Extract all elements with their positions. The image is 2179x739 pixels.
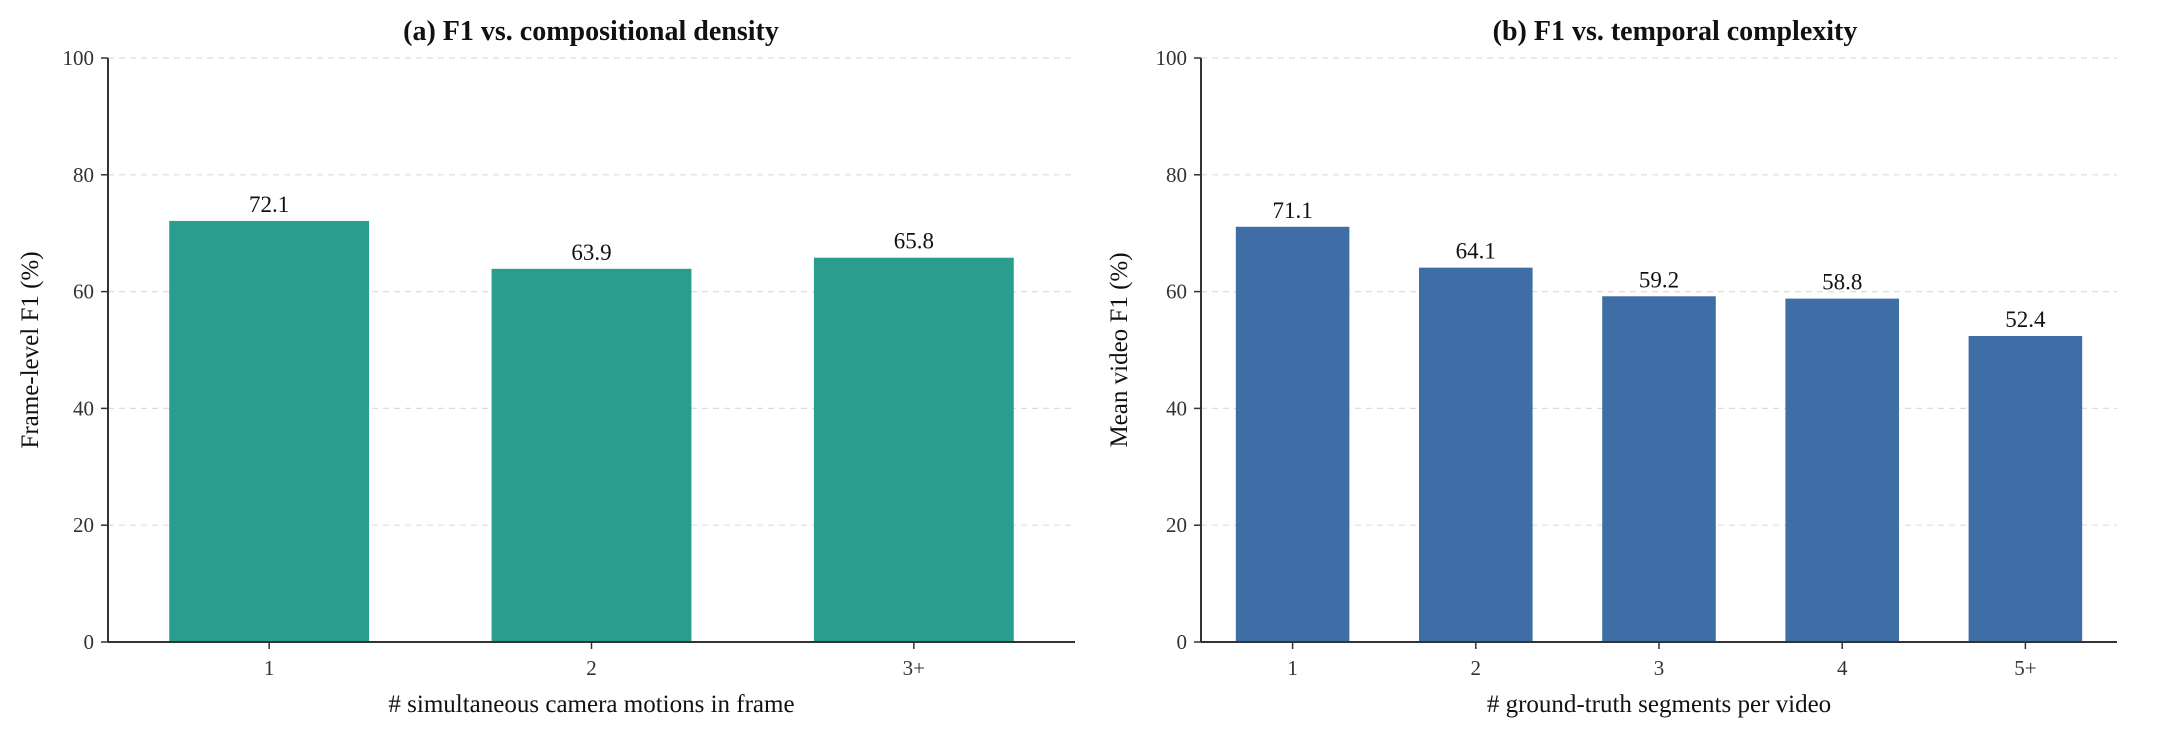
bar-value-label: 64.1 [1456, 239, 1496, 264]
x-tick-label: 1 [264, 656, 275, 680]
bar-2 [1419, 267, 1533, 642]
bar-value-label: 63.9 [571, 240, 611, 265]
bar-3+ [813, 257, 1014, 642]
bar-value-label: 65.8 [894, 229, 934, 254]
x-tick-label: 1 [1287, 656, 1298, 680]
y-tick-label: 0 [1177, 630, 1188, 654]
y-axis-label: Mean video F1 (%) [1106, 252, 1133, 447]
y-tick-label: 40 [1166, 396, 1187, 420]
x-axis-label: # ground-truth segments per video [1487, 691, 1831, 718]
y-tick-label: 20 [1166, 513, 1187, 537]
y-tick-label: 60 [73, 280, 94, 304]
bar-1 [169, 220, 370, 642]
x-axis-label: # simultaneous camera motions in frame [388, 691, 794, 718]
bar-value-label: 58.8 [1822, 270, 1862, 295]
chart-panel-a: (a) F1 vs. compositional density 0 20 40 60 8… [0, 0, 1089, 739]
y-tick-label: 0 [84, 630, 95, 654]
y-tick-label: 80 [73, 163, 94, 187]
y-tick-label: 20 [73, 513, 94, 537]
y-tick-label: 40 [73, 396, 94, 420]
bar-5+ [1968, 335, 2083, 642]
chart-title: (a) F1 vs. compositional density [403, 16, 779, 47]
chart-title: (b) F1 vs. temporal complexity [1493, 16, 1858, 47]
bar-value-label: 71.1 [1272, 198, 1312, 223]
bar-value-label: 72.1 [249, 192, 289, 217]
chart-a-svg: (a) F1 vs. compositional density 0 20 40 60 8… [17, 16, 1075, 718]
x-tick-label: 3 [1654, 656, 1665, 680]
bar-value-label: 52.4 [2005, 307, 2046, 332]
bar-value-label: 59.2 [1639, 267, 1679, 292]
y-tick-label: 80 [1166, 163, 1187, 187]
y-axis-label: Frame-level F1 (%) [17, 251, 44, 448]
bar-2 [491, 268, 692, 642]
y-tick-label: 100 [1156, 46, 1188, 70]
chart-panel-b: (b) F1 vs. temporal complexity 0 20 40 60 80 1… [1089, 0, 2179, 739]
x-tick-label: 4 [1837, 656, 1848, 680]
bar-4 [1785, 298, 1899, 642]
y-tick-label: 100 [63, 46, 95, 70]
y-tick-label: 60 [1166, 280, 1187, 304]
bar-3 [1602, 296, 1716, 642]
bar-1 [1235, 226, 1350, 642]
chart-b-svg: (b) F1 vs. temporal complexity 0 20 40 60 80 1… [1106, 16, 2117, 718]
x-tick-label: 3+ [903, 656, 925, 680]
x-tick-label: 2 [586, 656, 597, 680]
x-tick-label: 5+ [2014, 656, 2036, 680]
x-tick-label: 2 [1471, 656, 1482, 680]
